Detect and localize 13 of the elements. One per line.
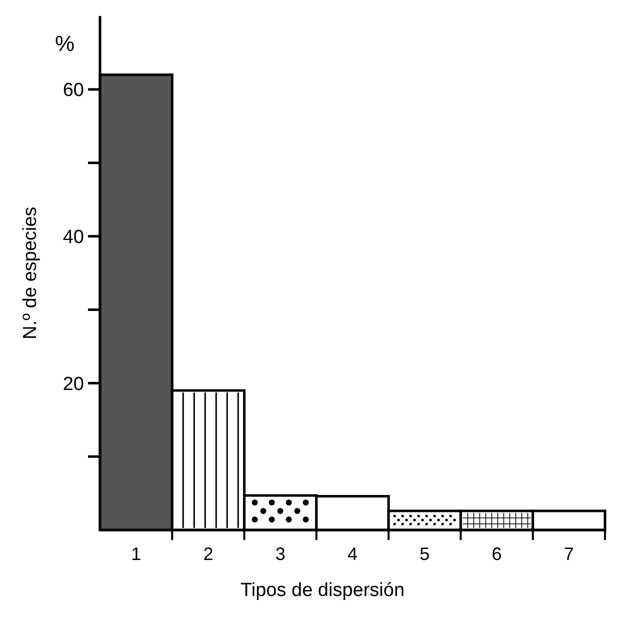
y-tick-label: 60 (62, 80, 84, 102)
x-axis-title: Tipos de dispersión (240, 580, 405, 601)
x-tick-label: 5 (420, 544, 430, 564)
x-tick-label: 3 (275, 544, 286, 564)
text: % (55, 31, 75, 56)
x-tick-label: 7 (564, 544, 574, 564)
y-tick-label: 40 (62, 226, 84, 248)
y-axis-title: N.º de especies (20, 206, 41, 340)
x-tick-label: 1 (131, 544, 142, 564)
x-tick-label: 2 (203, 544, 214, 564)
x-tick-label: 6 (492, 544, 502, 564)
x-tick-label: 4 (347, 544, 358, 564)
y-tick-label: 20 (62, 374, 84, 395)
